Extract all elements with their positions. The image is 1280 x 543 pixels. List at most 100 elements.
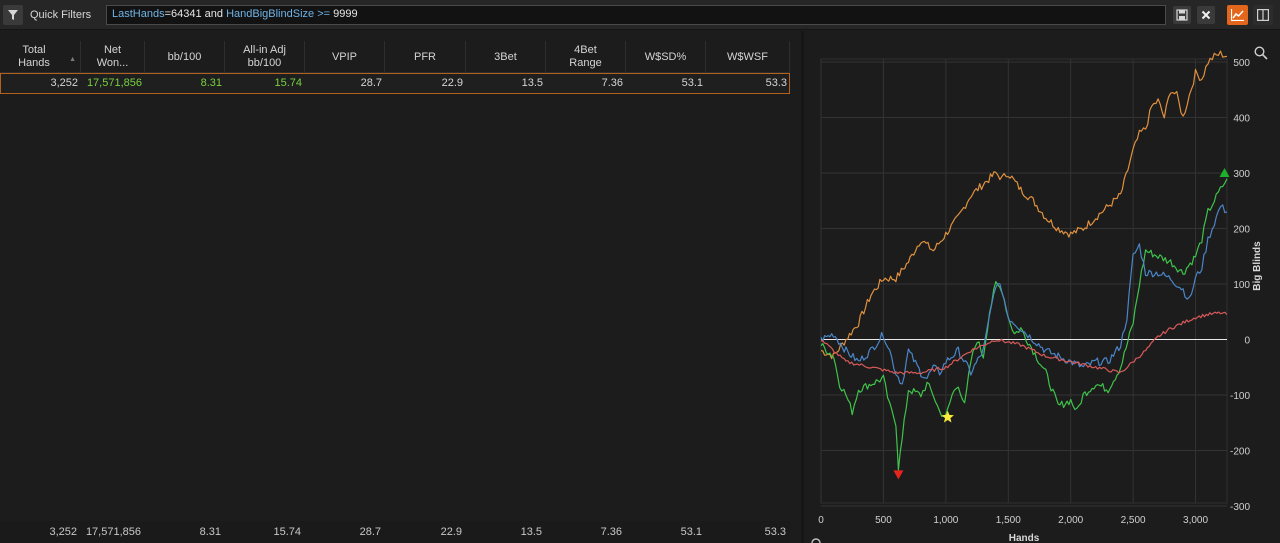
table-cell: 7.36 xyxy=(600,526,622,538)
column-header[interactable]: bb/100 xyxy=(145,41,225,73)
y-tick-label: -200 xyxy=(1230,447,1250,458)
table-cell: 17,571,856 xyxy=(86,77,142,89)
graph-view-button[interactable] xyxy=(1227,5,1248,25)
y-tick-label: 200 xyxy=(1233,225,1250,236)
graph-panel: 500 400 300 200 100 0 -100 -200 -300 0 500 1,000 1,5… xyxy=(804,31,1280,543)
line-chart-icon xyxy=(1231,9,1244,21)
header-line: W$WSF xyxy=(727,50,768,63)
x-tick-label: 1,000 xyxy=(933,515,958,526)
x-tick-label: 1,500 xyxy=(996,515,1021,526)
y-tick-label: -300 xyxy=(1230,502,1250,513)
table-cell: 53.1 xyxy=(680,526,702,538)
filter-funnel-button[interactable] xyxy=(3,5,23,25)
header-line: All-in Adj xyxy=(243,44,286,56)
header-line: Won... xyxy=(96,57,129,69)
header-line: Total xyxy=(22,44,46,56)
column-header[interactable]: PFR xyxy=(385,41,466,73)
column-header[interactable]: All-in Adj bb/100 xyxy=(225,41,305,73)
header-line: W$SD% xyxy=(644,50,687,63)
save-filter-button[interactable] xyxy=(1173,6,1191,24)
column-header[interactable]: Total Hands ▲ xyxy=(0,41,81,73)
filter-token: 9999 xyxy=(333,8,358,20)
totals-row: 3,252 17,571,856 8.31 15.74 28.7 22.9 13.5 7.36… xyxy=(0,521,790,543)
gear-icon xyxy=(811,538,821,543)
split-panel-icon xyxy=(1257,9,1269,21)
table-cell: 15.74 xyxy=(274,77,302,89)
table-cell: 22.9 xyxy=(441,77,463,89)
column-header[interactable]: W$SD% xyxy=(626,41,706,73)
column-header-label: Net Won... xyxy=(97,44,129,70)
filter-query-input[interactable]: LastHands=64341 and HandBigBlindSize >= … xyxy=(106,5,1166,25)
min-marker-icon xyxy=(893,470,904,480)
winnings-graph[interactable]: 500 400 300 200 100 0 -100 -200 -300 0 500 1,000 1,5… xyxy=(804,31,1280,543)
filter-token: HandBigBlindSize xyxy=(226,8,315,20)
table-cell: 8.31 xyxy=(199,526,221,538)
series-line xyxy=(820,204,1228,385)
header-line: 3Bet xyxy=(494,50,517,63)
clear-filter-button[interactable] xyxy=(1197,6,1215,24)
column-header[interactable]: W$WSF xyxy=(706,41,790,73)
table-cell: 17,571,856 xyxy=(85,526,141,538)
header-line: PFR xyxy=(414,50,436,63)
column-header-label: 3Bet xyxy=(494,51,517,64)
table-row[interactable]: 3,252 17,571,856 8.31 15.74 28.7 22.9 13.5 7.36… xyxy=(0,73,790,94)
stats-table-panel: Total Hands ▲ Net Won... bb/100 All-in Adj bb/1… xyxy=(0,31,800,543)
y-tick-label: -100 xyxy=(1230,391,1250,402)
filter-token: LastHands xyxy=(112,8,165,20)
column-header[interactable]: VPIP xyxy=(305,41,385,73)
x-tick-label: 2,500 xyxy=(1121,515,1146,526)
header-line: Hands xyxy=(18,57,50,69)
sort-ascending-icon: ▲ xyxy=(69,56,76,63)
x-tick-label: 2,000 xyxy=(1058,515,1083,526)
column-header-label: W$SD% xyxy=(645,51,687,64)
table-cell: 3,252 xyxy=(50,77,78,89)
column-header-label: 4Bet Range xyxy=(569,44,601,70)
quick-filters-label: Quick Filters xyxy=(30,9,92,21)
panel-splitter[interactable] xyxy=(801,31,804,543)
column-header-label: PFR xyxy=(414,51,436,64)
column-header-label: Total Hands xyxy=(18,44,50,70)
table-cell: 53.3 xyxy=(765,77,787,89)
filter-token: >= xyxy=(314,8,334,20)
y-tick-label: 300 xyxy=(1233,169,1250,180)
table-cell: 22.9 xyxy=(440,526,462,538)
max-marker-icon xyxy=(1219,168,1230,177)
x-axis-title: Hands xyxy=(1009,533,1040,543)
table-cell: 13.5 xyxy=(521,77,543,89)
column-header[interactable]: Net Won... xyxy=(81,41,145,73)
y-tick-label: 400 xyxy=(1233,114,1250,125)
split-layout-button[interactable] xyxy=(1253,5,1273,25)
table-cell: 53.1 xyxy=(681,77,703,89)
series-line xyxy=(820,50,1228,360)
column-header[interactable]: 3Bet xyxy=(466,41,546,73)
funnel-icon xyxy=(8,10,18,20)
y-tick-label: 100 xyxy=(1233,280,1250,291)
header-line: bb/100 xyxy=(247,57,282,69)
table-cell: 15.74 xyxy=(273,526,301,538)
y-tick-label: 500 xyxy=(1233,58,1250,69)
series-line xyxy=(820,311,1228,375)
table-cell: 28.7 xyxy=(359,526,381,538)
table-cell: 28.7 xyxy=(360,77,382,89)
save-icon xyxy=(1176,9,1188,21)
header-line: Range xyxy=(569,57,602,69)
filter-token: =64341 and xyxy=(164,8,227,20)
column-header[interactable]: 4Bet Range xyxy=(546,41,626,73)
y-tick-label: 0 xyxy=(1244,336,1250,347)
table-cell: 13.5 xyxy=(520,526,542,538)
table-cell: 3,252 xyxy=(49,526,77,538)
header-line: Net xyxy=(103,44,122,56)
zoom-search-icon[interactable] xyxy=(1254,46,1268,60)
column-header-label: W$WSF xyxy=(727,51,768,64)
x-tick-label: 500 xyxy=(875,515,892,526)
star-marker-icon xyxy=(941,410,954,423)
quick-filter-bar: Quick Filters LastHands=64341 and HandBi… xyxy=(0,0,1280,30)
header-line: VPIP xyxy=(331,50,358,63)
table-cell: 53.3 xyxy=(764,526,786,538)
header-line: 4Bet xyxy=(574,44,597,56)
column-header-label: VPIP xyxy=(332,51,357,64)
table-cell: 7.36 xyxy=(601,77,623,89)
table-header: Total Hands ▲ Net Won... bb/100 All-in Adj bb/1… xyxy=(0,41,790,73)
header-line: bb/100 xyxy=(167,50,202,63)
table-cell: 8.31 xyxy=(200,77,222,89)
